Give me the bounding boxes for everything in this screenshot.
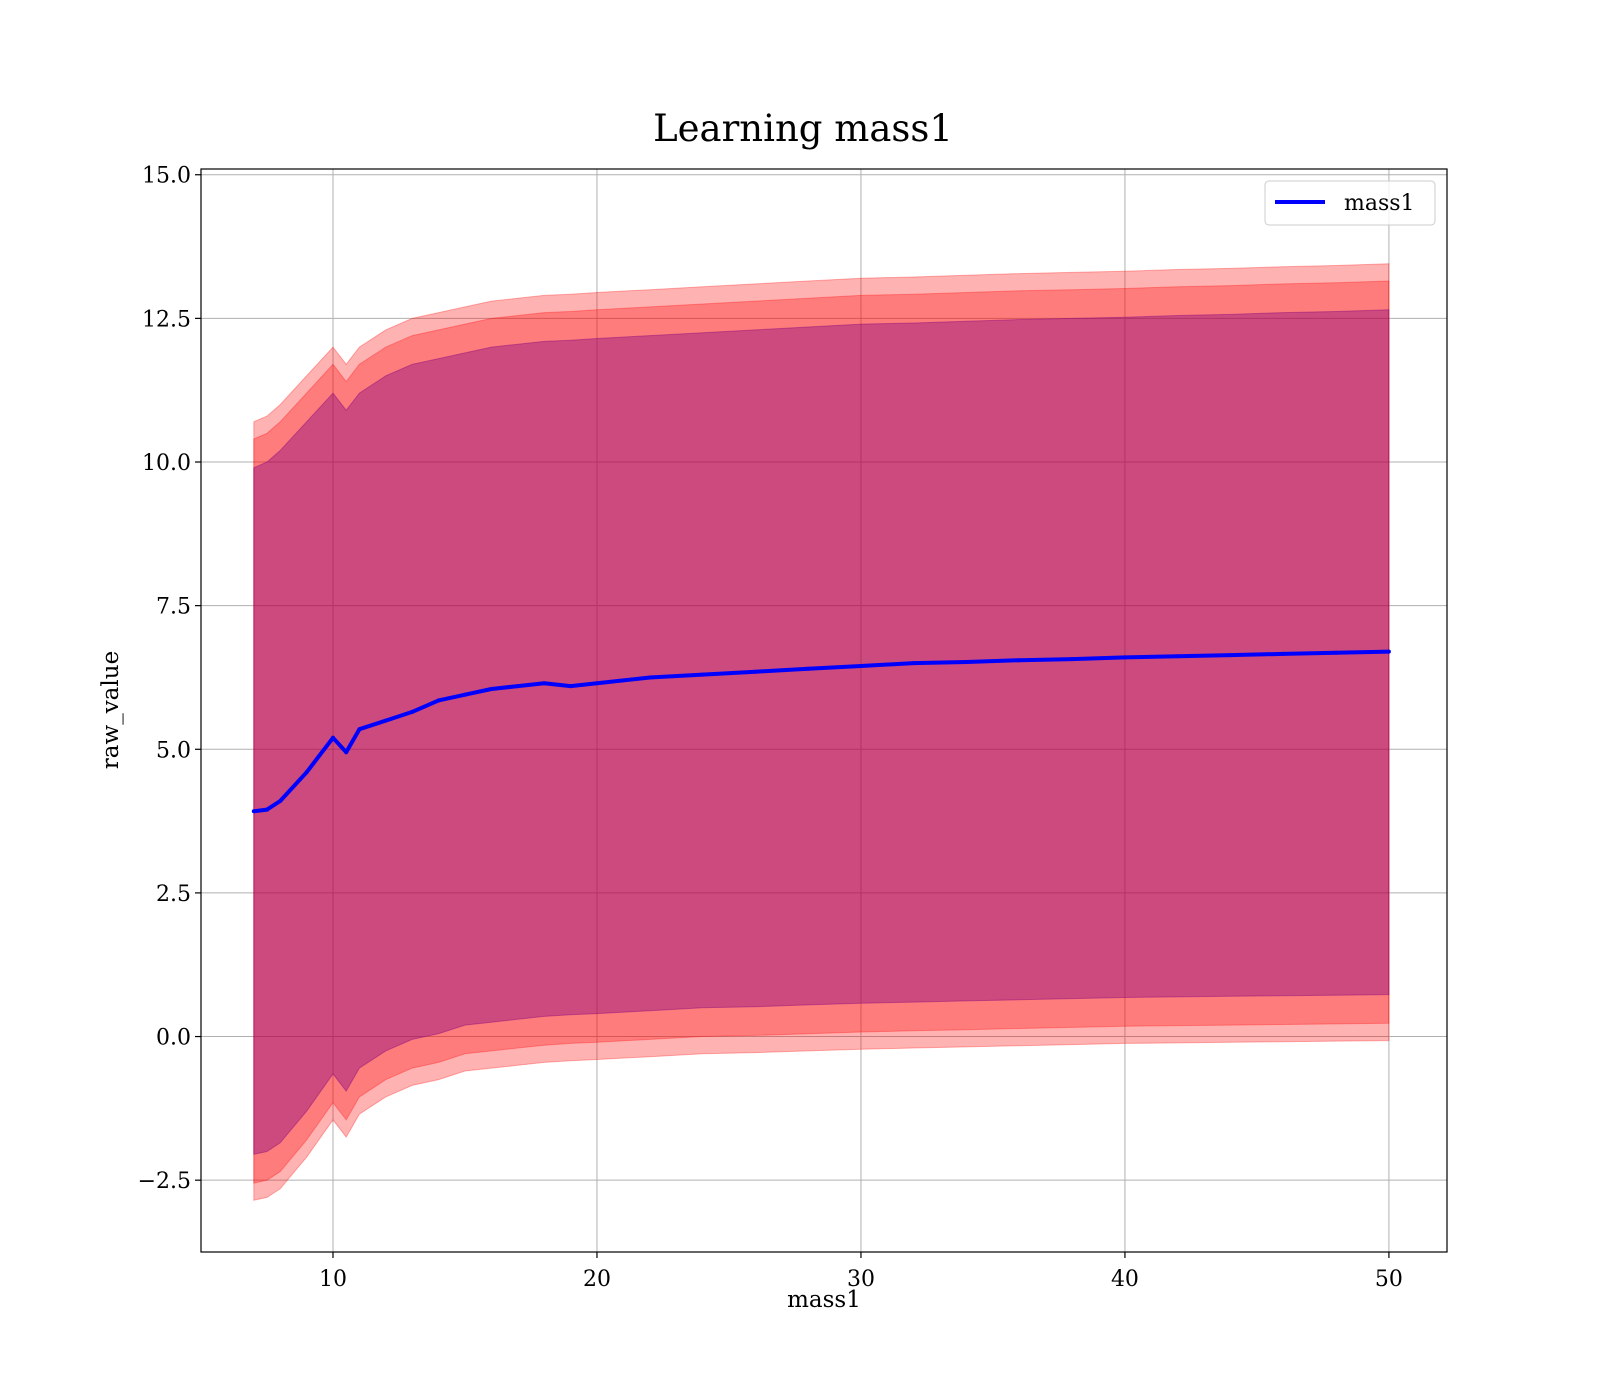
series-point <box>568 684 573 689</box>
x-tick-label: 40 <box>1111 1267 1139 1292</box>
series-point <box>1070 657 1075 662</box>
confidence-band <box>253 309 1390 1155</box>
x-tick-label: 10 <box>319 1267 347 1292</box>
x-tick-label: 50 <box>1375 1267 1403 1292</box>
series-point <box>265 807 269 812</box>
series-point <box>331 735 335 740</box>
y-axis-label: raw_value <box>98 651 124 769</box>
series-point <box>911 661 916 666</box>
series-point <box>344 750 349 755</box>
plot-frame <box>200 168 1448 1253</box>
confidence-band <box>253 263 1390 1201</box>
series-point <box>383 718 388 723</box>
legend-label: mass1 <box>1344 191 1415 216</box>
y-tick-label: 15.0 <box>142 164 191 189</box>
series-point <box>542 681 547 686</box>
series-point <box>1334 650 1339 655</box>
grid-lines <box>201 169 1447 1252</box>
x-tick-label: 20 <box>583 1267 611 1292</box>
series-point <box>753 669 758 674</box>
series-lines <box>251 649 1391 814</box>
series-point <box>700 672 705 677</box>
series-point <box>463 692 467 697</box>
series-point <box>304 770 309 775</box>
series-point <box>647 675 652 680</box>
y-tick-label: 0.0 <box>156 1026 191 1051</box>
y-axis-ticks: −2.5 0.0 2.5 5.0 7.5 10.0 12.5 15.0 <box>138 164 201 1194</box>
series-point <box>278 799 283 803</box>
x-tick-label: 30 <box>847 1267 875 1292</box>
series-point <box>1017 658 1022 663</box>
confidence-band <box>253 280 1390 1184</box>
series-point <box>595 681 599 686</box>
y-tick-label: 10.0 <box>142 451 191 476</box>
series-point <box>1122 655 1127 660</box>
series-point <box>859 664 863 668</box>
y-tick-label: 5.0 <box>156 738 191 763</box>
confidence-bands <box>253 263 1390 1201</box>
legend: mass1 <box>1264 180 1436 226</box>
x-axis-ticks: 10 20 30 40 50 <box>319 1252 1403 1292</box>
series-point <box>1228 653 1233 658</box>
x-axis-label: mass1 <box>787 1287 861 1313</box>
series-point <box>806 666 811 671</box>
series-point <box>964 660 969 664</box>
series-point <box>1386 649 1391 654</box>
series-point <box>1281 651 1286 656</box>
y-tick-label: −2.5 <box>138 1169 191 1194</box>
series-point <box>489 687 494 691</box>
series-point <box>515 684 520 689</box>
chart-title: Learning mass1 <box>653 107 953 150</box>
series-point <box>436 698 441 703</box>
y-tick-label: 7.5 <box>156 595 191 620</box>
y-tick-label: 12.5 <box>142 307 191 332</box>
series-point <box>410 709 415 714</box>
series-point <box>357 727 362 732</box>
series-point <box>1175 654 1180 659</box>
y-tick-label: 2.5 <box>156 882 191 907</box>
series-point <box>251 809 256 814</box>
legend-box <box>1264 180 1436 226</box>
